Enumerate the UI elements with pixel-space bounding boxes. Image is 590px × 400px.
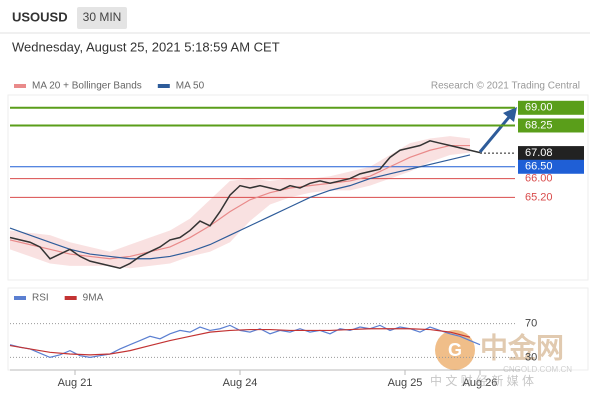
x-tick-label: Aug 26 (463, 377, 498, 389)
watermark: G 中金网 CNGOLD.COM.CN 中 文 财 经 新 媒 体 (430, 330, 572, 388)
credit: Research © 2021 Trading Central (431, 81, 580, 92)
legend-label: MA 50 (176, 81, 205, 92)
interval[interactable]: 30 MIN (83, 10, 122, 24)
series-line (9, 328, 471, 356)
x-tick-label: Aug 25 (388, 377, 423, 389)
price-line (9, 140, 481, 269)
legend-swatch (14, 84, 26, 88)
forecast-arrow (478, 115, 512, 153)
legend-swatch (157, 84, 170, 88)
level-label: 69.00 (525, 102, 553, 114)
level-box (518, 118, 584, 133)
series-line (9, 324, 481, 358)
level-label: 66.50 (525, 161, 553, 173)
x-tick-label: Aug 21 (58, 377, 93, 389)
series-line (9, 154, 471, 260)
level-label: 67.08 (525, 147, 553, 159)
level-label: 68.25 (525, 119, 553, 131)
watermark-logo-mark: G (448, 340, 462, 360)
series-line (9, 144, 470, 260)
legend-swatch (64, 296, 77, 300)
level-box (518, 146, 584, 161)
interval-chip[interactable] (77, 7, 127, 29)
bollinger-band (10, 136, 470, 269)
watermark-slogan: 中 文 财 经 新 媒 体 (430, 373, 534, 388)
legend-label: RSI (32, 293, 49, 304)
y-tick-label: 30 (525, 351, 537, 363)
level-label: 66.00 (525, 172, 553, 184)
level-box (518, 100, 584, 115)
level-box (518, 159, 584, 174)
forecast-arrowhead (503, 107, 517, 122)
watermark-logo (435, 330, 475, 370)
legend-label: MA 20 + Bollinger Bands (32, 81, 142, 92)
legend-swatch (14, 296, 26, 300)
level-label: 65.20 (525, 191, 553, 203)
watermark-site: CNGOLD.COM.CN (503, 365, 572, 374)
watermark-name: 中金网 (480, 331, 564, 363)
x-tick-label: Aug 24 (223, 377, 258, 389)
main-panel (7, 94, 589, 281)
date: Wednesday, August 25, 2021 5:18:59 AM CE… (12, 39, 280, 54)
legend-label: 9MA (83, 293, 104, 304)
y-tick-label: 70 (525, 318, 537, 330)
symbol: USOUSD (12, 9, 68, 24)
